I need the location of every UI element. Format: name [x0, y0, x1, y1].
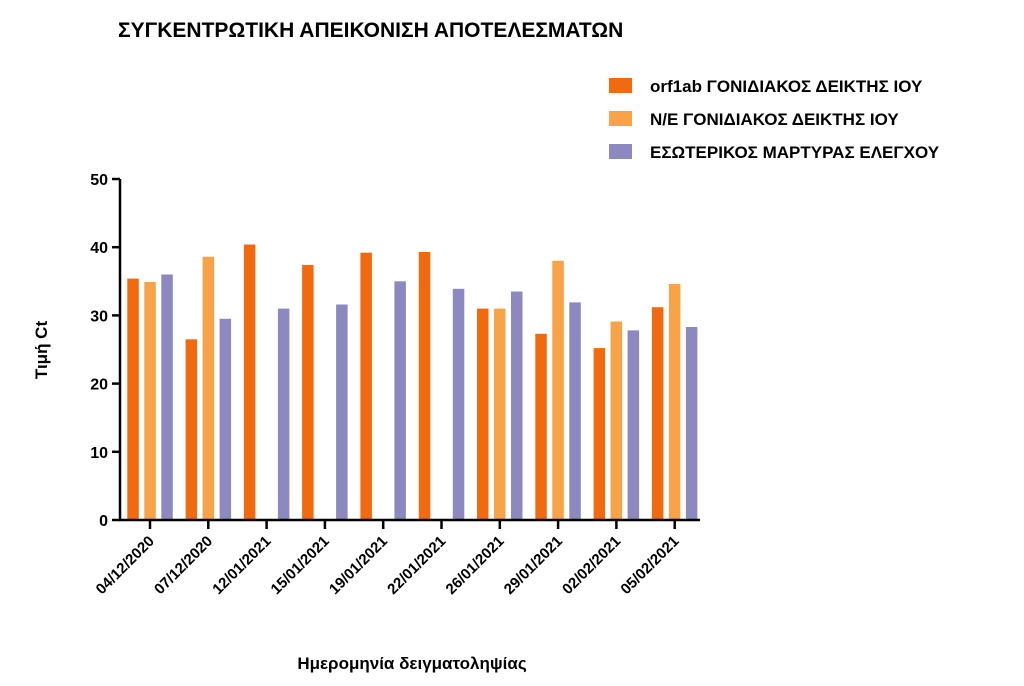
bar-series-3-5 [394, 281, 406, 520]
y-tick-label-5: 50 [90, 172, 108, 189]
bar-series-1-5 [360, 252, 372, 520]
bar-series-2-2 [202, 256, 215, 520]
x-axis-label: Ημερομηνία δειγματοληψίας [297, 654, 527, 673]
bar-series-3-8 [569, 302, 581, 520]
legend-label-2: Ν/Ε ΓΟΝΙΔΙΑΚΟΣ ΔΕΙΚΤΗΣ ΙΟΥ [650, 110, 899, 129]
bar-series-1-4 [302, 264, 314, 520]
legend-swatch-2 [609, 111, 632, 126]
legend-swatch-1 [609, 78, 632, 93]
bar-series-1-6 [418, 252, 431, 520]
bar-series-2-1 [144, 282, 156, 520]
bar-series-3-7 [511, 291, 523, 520]
x-tick-label-4: 15/01/2021 [268, 533, 333, 598]
legend-label-3: ΕΣΩΤΕΡΙΚΟΣ ΜΑΡΤΥΡΑΣ ΕΛΕΓΧΟΥ [650, 143, 940, 162]
y-tick-label-0: 0 [99, 513, 108, 530]
bar-series-1-7 [477, 308, 489, 520]
y-tick-label-3: 30 [90, 308, 108, 325]
legend-label-1: orf1ab ΓΟΝΙΔΙΑΚΟΣ ΔΕΙΚΤΗΣ ΙΟΥ [650, 77, 923, 96]
bar-series-3-2 [219, 318, 232, 520]
x-tick-label-9: 02/02/2021 [559, 533, 624, 598]
y-tick-label-2: 20 [90, 377, 108, 394]
bar-series-1-3 [243, 244, 256, 520]
x-tick-label-5: 19/01/2021 [326, 533, 391, 598]
y-axis-label: Τιμή Ct [32, 321, 51, 380]
x-tick-label-3: 12/01/2021 [209, 533, 274, 598]
y-tick-label-1: 10 [90, 445, 108, 462]
bar-series-1-2 [185, 339, 198, 520]
x-tick-label-6: 22/01/2021 [384, 533, 449, 598]
bar-series-3-9 [627, 330, 640, 520]
bar-series-1-1 [127, 278, 139, 520]
bar-series-2-8 [552, 260, 564, 520]
bar-series-2-10 [668, 284, 681, 520]
bar-series-3-10 [685, 327, 698, 520]
bar-series-1-10 [651, 307, 664, 520]
x-tick-label-7: 26/01/2021 [443, 533, 508, 598]
bar-series-3-6 [452, 288, 465, 520]
bar-series-3-1 [161, 274, 173, 520]
y-tick-label-4: 40 [90, 240, 108, 257]
x-tick-label-2: 07/12/2020 [151, 533, 216, 598]
bar-series-1-8 [535, 333, 547, 520]
legend-swatch-3 [609, 144, 632, 159]
bar-series-2-9 [610, 321, 623, 520]
bar-series-3-3 [277, 308, 290, 520]
bar-series-1-9 [593, 348, 606, 520]
x-tick-label-8: 29/01/2021 [501, 533, 566, 598]
bar-series-3-4 [336, 304, 348, 520]
bar-series-2-7 [494, 308, 506, 520]
bars-group [127, 244, 698, 520]
x-tick-label-10: 05/02/2021 [617, 533, 682, 598]
x-tick-label-1: 04/12/2020 [93, 533, 158, 598]
chart-title: ΣΥΓΚΕΝΤΡΩΤΙΚΗ ΑΠΕΙΚΟΝΙΣΗ ΑΠΟΤΕΛΕΣΜΑΤΩΝ [118, 19, 623, 42]
legend: orf1ab ΓΟΝΙΔΙΑΚΟΣ ΔΕΙΚΤΗΣ ΙΟΥ Ν/Ε ΓΟΝΙΔΙΑ… [609, 77, 940, 162]
